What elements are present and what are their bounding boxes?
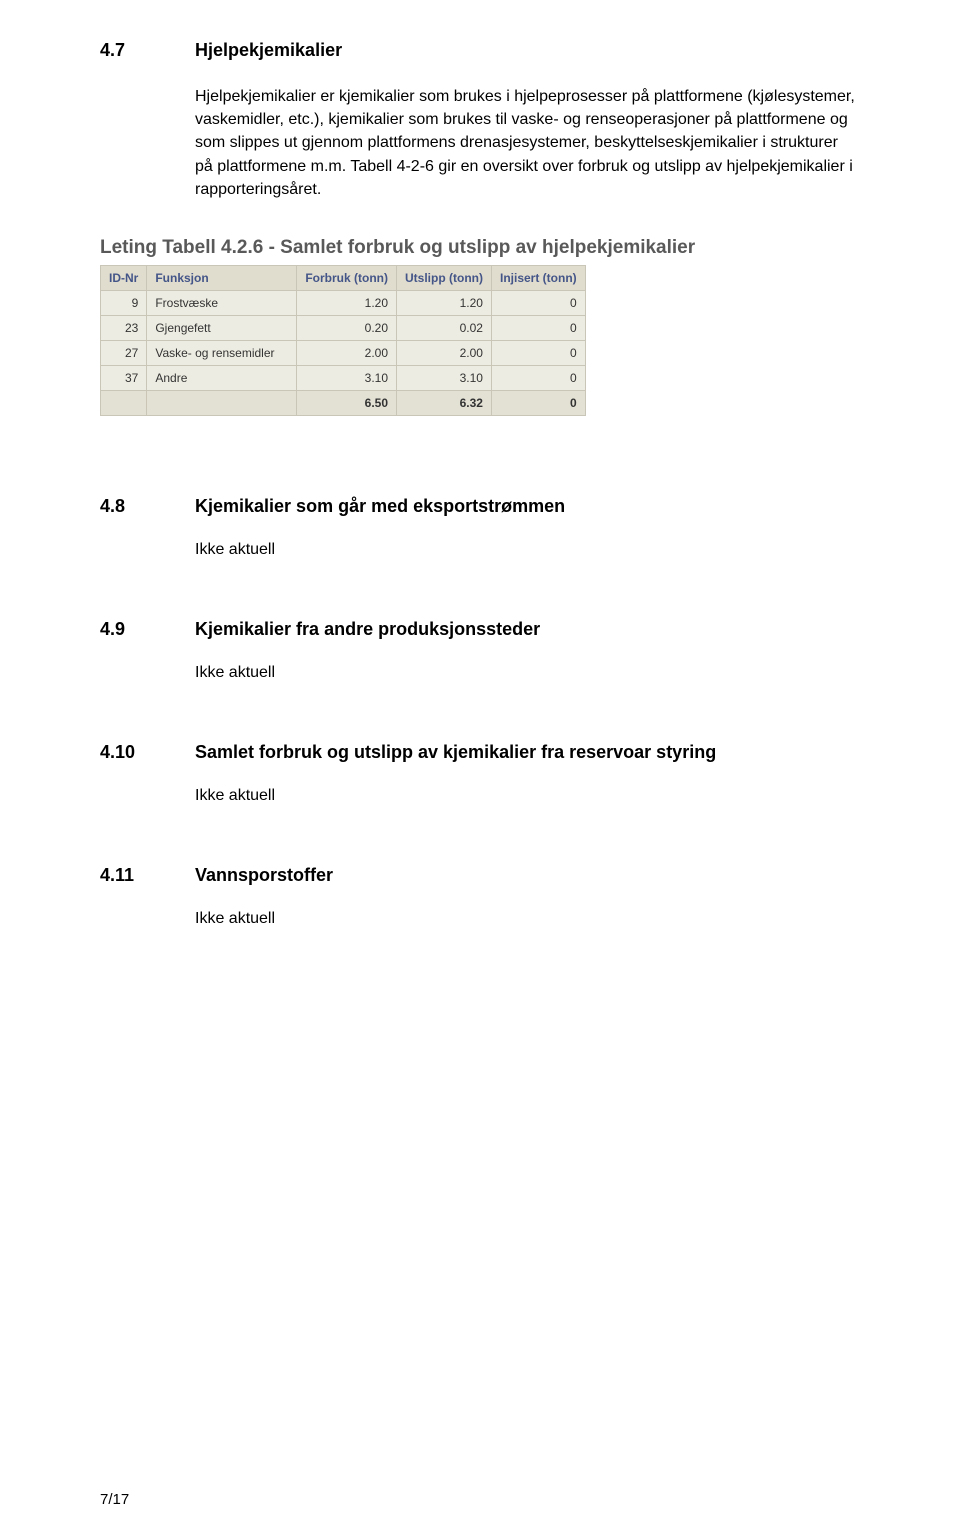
cell-funksjon: Gjengefett [147,315,297,340]
col-forbruk: Forbruk (tonn) [297,265,397,290]
cell-funksjon: Frostvæske [147,290,297,315]
table-row: 23 Gjengefett 0.20 0.02 0 [101,315,586,340]
cell-empty [101,390,147,415]
section-number: 4.7 [100,40,195,61]
section-title: Kjemikalier fra andre produksjonssteder [195,619,540,640]
cell-total-utslipp: 6.32 [397,390,492,415]
section-4-7-heading: 4.7 Hjelpekjemikalier [100,40,860,61]
col-funksjon: Funksjon [147,265,297,290]
cell-id: 23 [101,315,147,340]
section-4-11-body: Ikke aktuell [195,910,860,928]
cell-total-injisert: 0 [491,390,585,415]
section-title: Kjemikalier som går med eksportstrømmen [195,496,565,517]
cell-forbruk: 1.20 [297,290,397,315]
col-utslipp: Utslipp (tonn) [397,265,492,290]
cell-injisert: 0 [491,290,585,315]
cell-utslipp: 2.00 [397,340,492,365]
table-total-row: 6.50 6.32 0 [101,390,586,415]
section-4-7-body: Hjelpekjemikalier er kjemikalier som bru… [195,85,860,201]
cell-forbruk: 3.10 [297,365,397,390]
cell-injisert: 0 [491,365,585,390]
cell-utslipp: 3.10 [397,365,492,390]
section-number: 4.10 [100,742,195,763]
section-4-10-heading: 4.10 Samlet forbruk og utslipp av kjemik… [100,742,860,763]
page-footer: 7/17 [100,1491,129,1508]
cell-forbruk: 2.00 [297,340,397,365]
section-title: Vannsporstoffer [195,865,333,886]
cell-utslipp: 1.20 [397,290,492,315]
section-4-8-heading: 4.8 Kjemikalier som går med eksportstrøm… [100,496,860,517]
col-id: ID-Nr [101,265,147,290]
chemicals-table: ID-Nr Funksjon Forbruk (tonn) Utslipp (t… [100,265,586,416]
cell-id: 37 [101,365,147,390]
cell-total-forbruk: 6.50 [297,390,397,415]
cell-injisert: 0 [491,315,585,340]
table-row: 37 Andre 3.10 3.10 0 [101,365,586,390]
cell-id: 9 [101,290,147,315]
section-title: Hjelpekjemikalier [195,40,342,61]
section-4-11-heading: 4.11 Vannsporstoffer [100,865,860,886]
section-4-9-body: Ikke aktuell [195,664,860,682]
section-4-9-heading: 4.9 Kjemikalier fra andre produksjonsste… [100,619,860,640]
table-title: Leting Tabell 4.2.6 - Samlet forbruk og … [100,237,860,259]
table-row: 9 Frostvæske 1.20 1.20 0 [101,290,586,315]
section-number: 4.8 [100,496,195,517]
col-injisert: Injisert (tonn) [491,265,585,290]
section-number: 4.9 [100,619,195,640]
cell-forbruk: 0.20 [297,315,397,340]
cell-empty [147,390,297,415]
cell-funksjon: Andre [147,365,297,390]
table-row: 27 Vaske- og rensemidler 2.00 2.00 0 [101,340,586,365]
cell-funksjon: Vaske- og rensemidler [147,340,297,365]
section-number: 4.11 [100,865,195,886]
cell-id: 27 [101,340,147,365]
section-title: Samlet forbruk og utslipp av kjemikalier… [195,742,716,763]
section-4-10-body: Ikke aktuell [195,787,860,805]
section-4-8-body: Ikke aktuell [195,541,860,559]
table-header-row: ID-Nr Funksjon Forbruk (tonn) Utslipp (t… [101,265,586,290]
cell-utslipp: 0.02 [397,315,492,340]
cell-injisert: 0 [491,340,585,365]
